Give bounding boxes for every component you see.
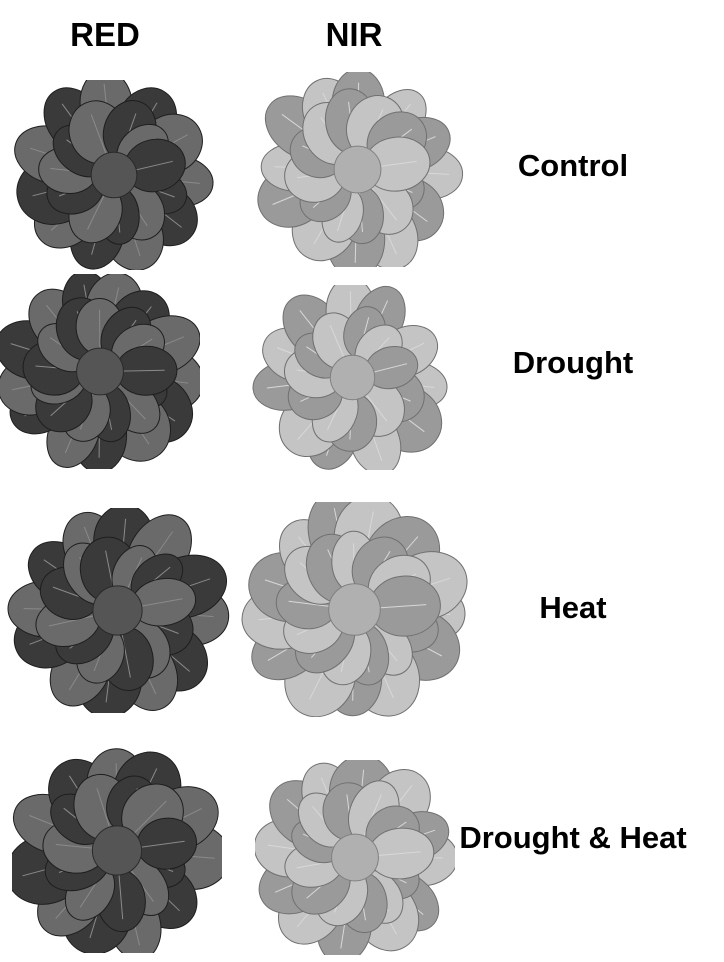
row-label-heat: Heat: [539, 590, 607, 625]
rosette-center: [331, 833, 379, 882]
plant-red-drought-heat: [12, 748, 222, 953]
rosette-center: [91, 825, 143, 876]
plant-red-control: [8, 80, 220, 270]
plant-nir-drought-heat: [255, 760, 455, 955]
column-header-red: RED: [70, 16, 140, 53]
plant-nir-control: [245, 72, 470, 267]
row-label-control: Control: [517, 148, 629, 183]
row-label-drought-heat: Drought & Heat: [459, 820, 687, 855]
row-label-drought: Drought: [512, 345, 634, 380]
plant-nir-heat: [237, 502, 472, 717]
column-header-nir: NIR: [325, 16, 383, 53]
plant-red-drought: [0, 274, 200, 469]
plant-red-heat: [5, 508, 230, 713]
rosette-center: [329, 354, 376, 401]
rosette-center: [90, 151, 138, 199]
rosette-center: [92, 585, 143, 636]
rosette-center: [76, 347, 124, 396]
plant-nir-drought: [250, 285, 455, 470]
rosette-center: [328, 583, 381, 636]
rosette-center: [333, 145, 382, 194]
